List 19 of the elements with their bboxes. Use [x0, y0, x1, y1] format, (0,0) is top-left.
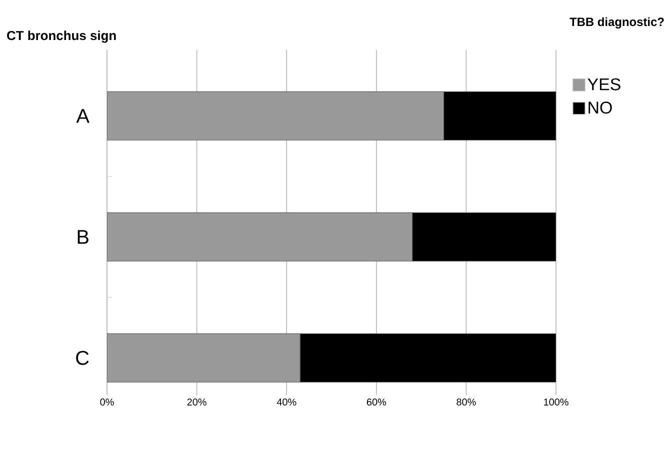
legend-label: NO [588, 102, 612, 114]
x-tick-label: 0% [100, 398, 114, 406]
bar [107, 91, 444, 140]
bar [412, 212, 556, 262]
legend-label: YES [588, 78, 620, 90]
legend-title: TBB diagnostic? [570, 17, 664, 29]
bar [107, 212, 413, 262]
y-tick-label: A [76, 109, 90, 123]
bar [107, 333, 300, 382]
x-tick-label: 40% [276, 398, 296, 406]
x-tick-label: 60% [366, 398, 386, 406]
x-tick-label: 100% [544, 398, 568, 406]
y-tick-label: B [78, 230, 88, 244]
x-tick-label: 20% [187, 398, 206, 406]
y-axis-title: CT bronchus sign [7, 30, 116, 43]
bar [443, 91, 556, 140]
y-tick-label: C [76, 350, 89, 365]
bar [300, 333, 556, 382]
x-tick-label: 80% [456, 398, 476, 406]
